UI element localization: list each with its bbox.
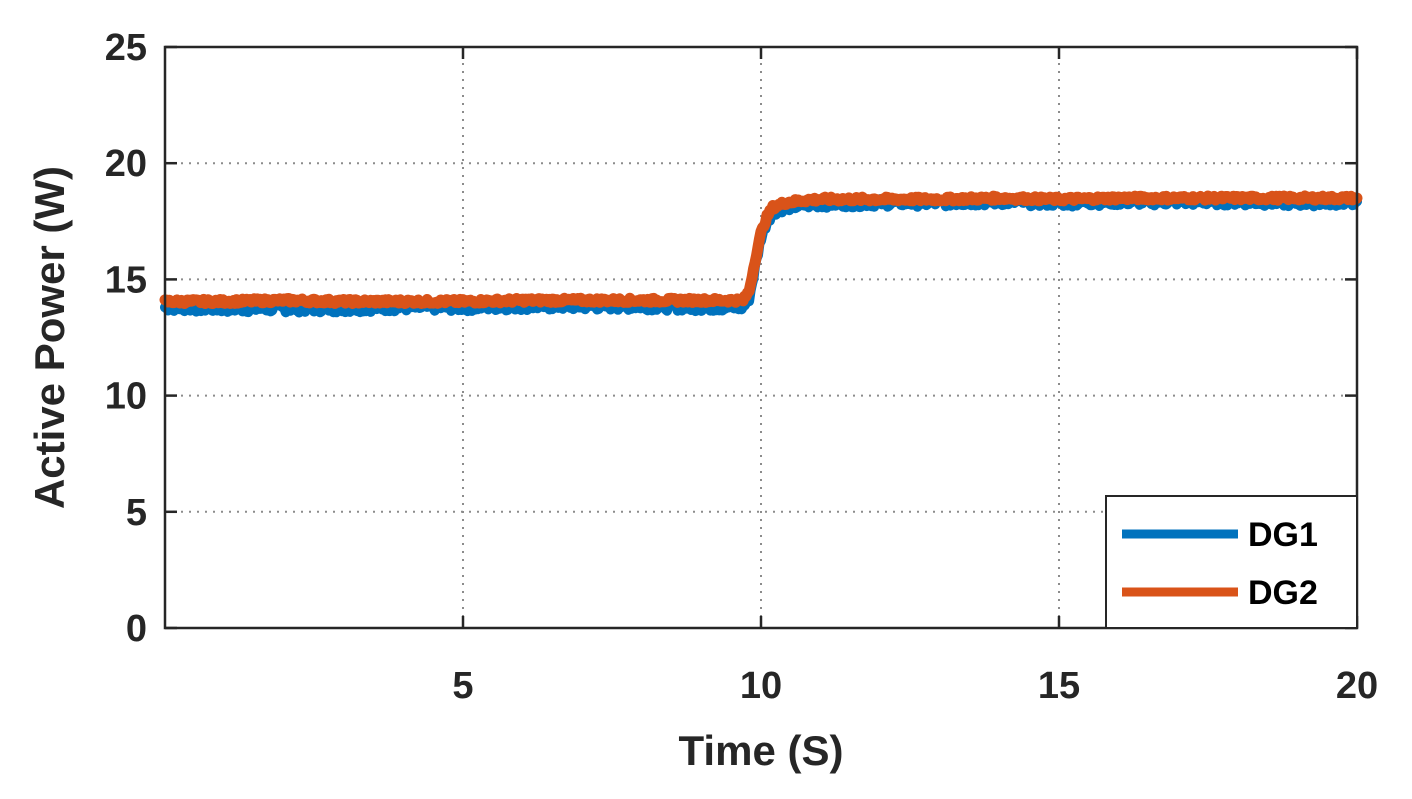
x-tick-label: 10 [740, 665, 782, 707]
x-tick-label: 20 [1336, 665, 1378, 707]
legend-label-dg1: DG1 [1248, 516, 1318, 554]
x-axis-label: Time (S) [679, 727, 844, 774]
series-line-dg2 [159, 190, 1363, 309]
legend: DG1 DG2 [1105, 495, 1358, 629]
y-axis-label: Active Power (W) [26, 166, 73, 509]
y-tick-label: 10 [105, 376, 147, 418]
y-tick-label: 20 [105, 143, 147, 185]
y-tick-label: 5 [126, 492, 147, 534]
x-tick-label: 5 [452, 665, 473, 707]
x-tick-label: 15 [1038, 665, 1080, 707]
legend-label-dg2: DG2 [1248, 574, 1318, 612]
y-tick-label: 15 [105, 259, 147, 301]
legend-box [1105, 495, 1358, 629]
axis-ticks: 5 10 15 20 0 5 10 15 20 25 [105, 27, 1378, 707]
y-tick-label: 0 [126, 608, 147, 650]
data-series [159, 190, 1363, 318]
y-tick-label: 25 [105, 27, 147, 69]
